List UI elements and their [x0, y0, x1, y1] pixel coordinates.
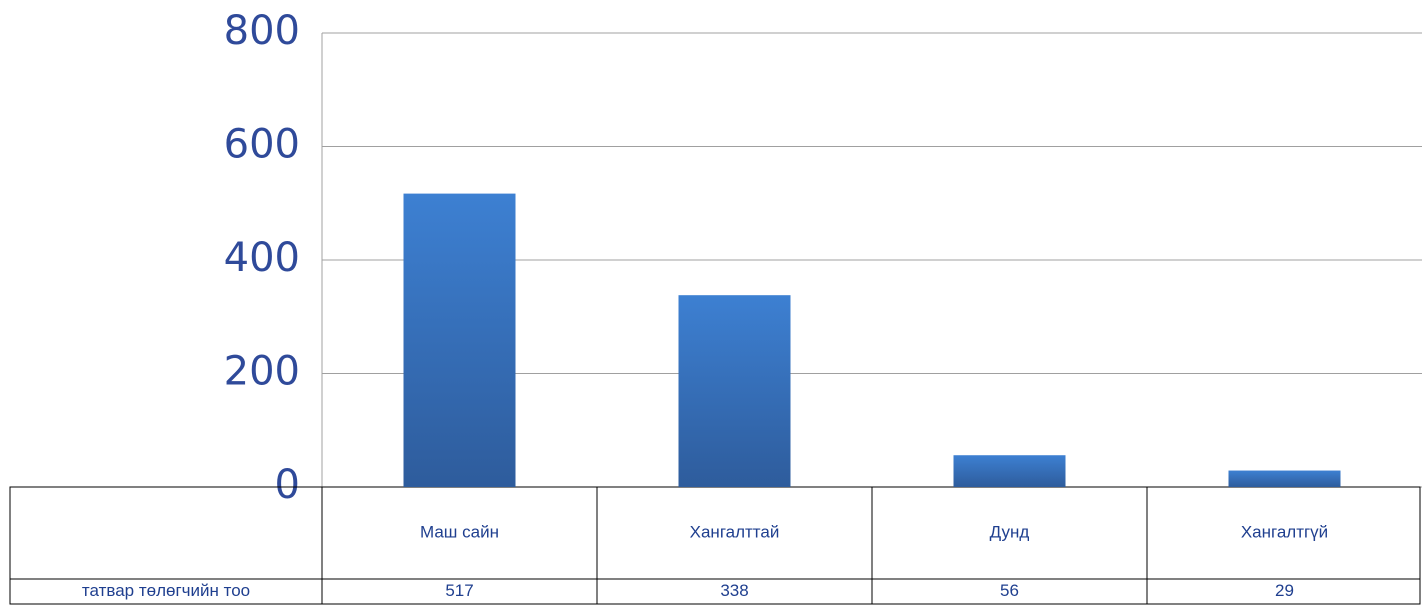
x-tick-label: Дунд: [990, 522, 1030, 541]
y-tick-label: 0: [275, 462, 300, 508]
x-tick-label: Маш сайн: [420, 522, 499, 541]
table-value: 56: [1000, 581, 1019, 600]
table-value: 517: [445, 581, 473, 600]
table-value: 29: [1275, 581, 1294, 600]
bar: [1228, 470, 1341, 487]
y-tick-label: 200: [224, 349, 300, 395]
y-tick-label: 400: [224, 235, 300, 281]
bar: [678, 295, 791, 487]
series-label: татвар төлөгчийн тоо: [82, 581, 250, 600]
table-value: 338: [720, 581, 748, 600]
bar: [403, 193, 516, 488]
x-tick-label: Хангалтгүй: [1241, 522, 1328, 541]
bar: [953, 455, 1066, 487]
x-tick-label: Хангалттай: [690, 522, 780, 541]
y-tick-label: 800: [224, 8, 300, 54]
y-tick-label: 600: [224, 122, 300, 168]
